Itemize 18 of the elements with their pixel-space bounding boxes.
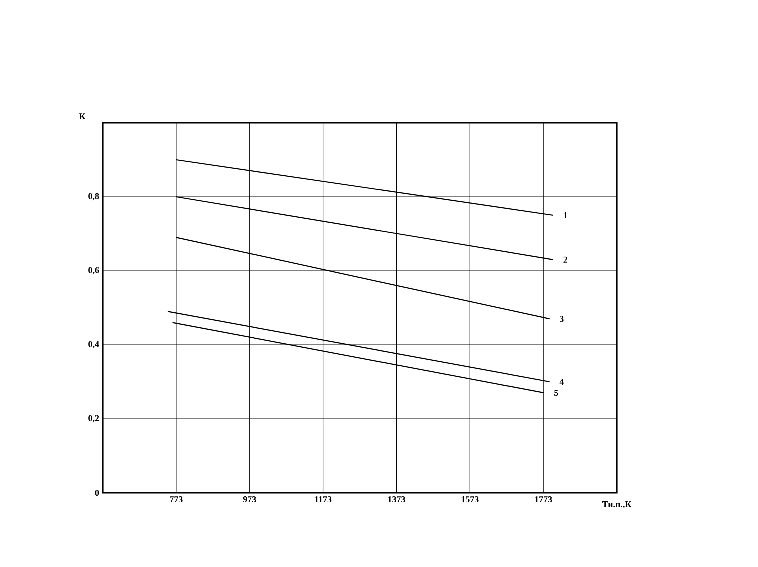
series-label: 2	[564, 256, 568, 263]
series-label: 3	[560, 316, 564, 322]
y-tick-label: 0,8	[88, 193, 100, 201]
series-label: 1	[564, 212, 568, 218]
x-tick-label: 973	[243, 496, 256, 503]
y-axis-title: К	[79, 114, 86, 120]
y-tick-label: 0	[95, 490, 100, 496]
x-tick-label: 1173	[315, 496, 332, 503]
x-tick-label: 773	[170, 496, 183, 503]
series-label: 4	[560, 379, 564, 385]
x-tick-label: 1373	[388, 496, 406, 503]
y-tick-label: 0,6	[88, 267, 100, 275]
series-label: 5	[554, 390, 558, 396]
x-tick-label: 1773	[535, 496, 552, 503]
y-tick-label: 0,2	[88, 415, 100, 423]
x-tick-label: 1573	[462, 496, 479, 503]
y-tick-label: 0,4	[88, 341, 100, 349]
x-axis-title: Ти.п.,К	[602, 501, 632, 509]
